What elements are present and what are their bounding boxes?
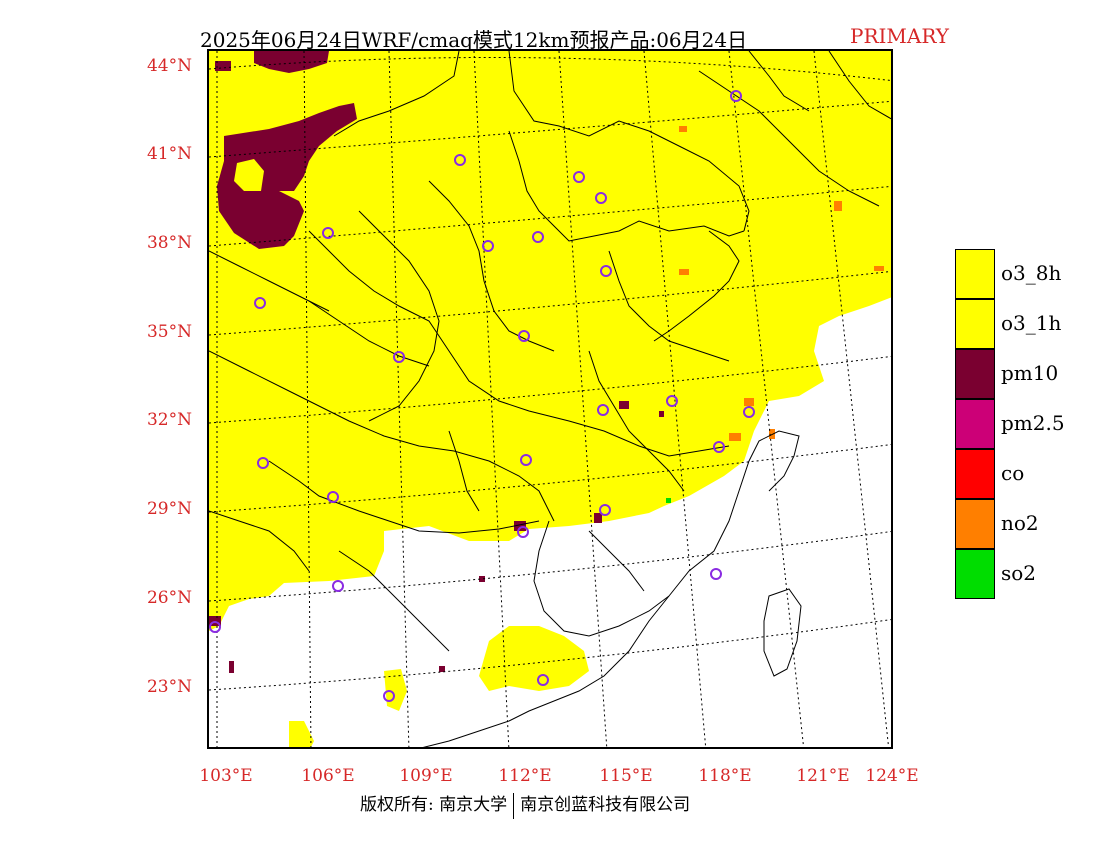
legend-label-so2: so2 <box>1001 561 1037 585</box>
lon-label-106: 106°E <box>301 766 355 786</box>
station-circle-icon <box>537 674 549 686</box>
station-circle-icon <box>332 580 344 592</box>
legend-row-co: co <box>955 449 1095 499</box>
station-circle-icon <box>383 690 395 702</box>
pm10-region-inner-mongolia <box>217 103 357 249</box>
pm10-hole <box>234 159 264 191</box>
station-circle-icon <box>743 406 755 418</box>
station-circle-icon <box>517 526 529 538</box>
pm10-cell <box>229 661 234 673</box>
pm10-cell <box>514 521 526 531</box>
station-circle-icon <box>730 90 742 102</box>
copyright: 版权所有: 南京大学 南京创蓝科技有限公司 <box>360 790 690 819</box>
copyright-right: 南京创蓝科技有限公司 <box>520 795 691 815</box>
pm10-cell <box>479 576 485 582</box>
legend-swatch-o3-1h <box>955 299 995 349</box>
legend-swatch-no2 <box>955 499 995 549</box>
legend-row-o3-8h: o3_8h <box>955 249 1095 299</box>
lat-label-44: 44°N <box>146 56 192 76</box>
lat-label-29: 29°N <box>146 499 192 519</box>
station-circle-icon <box>573 171 585 183</box>
legend-swatch-co <box>955 449 995 499</box>
station-circle-icon <box>600 265 612 277</box>
no2-cell <box>729 433 741 441</box>
lat-label-35: 35°N <box>146 322 192 342</box>
pm10-cell <box>594 513 602 523</box>
legend-label-o3-8h: o3_8h <box>1001 261 1062 285</box>
pollutant-map[interactable] <box>207 49 893 749</box>
legend-label-o3-1h: o3_1h <box>1001 311 1062 335</box>
o3-patch-sw <box>289 721 314 747</box>
station-circle-icon <box>520 454 532 466</box>
lon-label-121: 121°E <box>796 766 850 786</box>
station-circle-icon <box>393 351 405 363</box>
station-circle-icon <box>666 395 678 407</box>
legend-label-no2: no2 <box>1001 511 1039 535</box>
station-circles <box>209 90 755 702</box>
station-circle-icon <box>713 441 725 453</box>
station-circle-icon <box>518 330 530 342</box>
lat-label-23: 23°N <box>146 677 192 697</box>
station-circle-icon <box>327 491 339 503</box>
station-circle-icon <box>482 240 494 252</box>
lon-label-103: 103°E <box>199 766 253 786</box>
legend-swatch-o3-8h <box>955 249 995 299</box>
legend-row-pm25: pm2.5 <box>955 399 1095 449</box>
pm10-cell <box>659 411 664 417</box>
primary-tag: PRIMARY <box>850 24 949 48</box>
graticule <box>209 51 891 747</box>
lat-label-38: 38°N <box>146 233 192 253</box>
pm10-cell <box>439 666 445 672</box>
legend-label-co: co <box>1001 461 1025 485</box>
station-circle-icon <box>599 504 611 516</box>
copyright-left: 版权所有: 南京大学 <box>360 795 508 815</box>
lat-label-32: 32°N <box>146 410 192 430</box>
lon-label-112: 112°E <box>498 766 552 786</box>
station-circle-icon <box>710 568 722 580</box>
no2-cell <box>874 266 884 271</box>
lon-label-124: 124°E <box>865 766 919 786</box>
station-circle-icon <box>595 192 607 204</box>
pm10-region-north <box>254 51 329 73</box>
station-circle-icon <box>532 231 544 243</box>
so2-cell <box>666 498 671 503</box>
no2-cell <box>679 126 687 132</box>
legend-swatch-pm10 <box>955 349 995 399</box>
legend-row-pm10: pm10 <box>955 349 1095 399</box>
lon-label-109: 109°E <box>399 766 453 786</box>
boundaries <box>209 51 891 747</box>
no2-cell <box>744 398 754 406</box>
lat-label-26: 26°N <box>146 588 192 608</box>
pm10-cell <box>619 401 629 409</box>
no2-cell <box>679 269 689 275</box>
legend-swatch-pm25 <box>955 399 995 449</box>
legend-row-no2: no2 <box>955 499 1095 549</box>
lat-label-41: 41°N <box>146 144 192 164</box>
station-circle-icon <box>454 154 466 166</box>
station-circle-icon <box>257 457 269 469</box>
legend-label-pm10: pm10 <box>1001 361 1059 385</box>
station-circle-icon <box>597 404 609 416</box>
sea-east <box>749 298 891 747</box>
legend-row-so2: so2 <box>955 549 1095 599</box>
o3-region <box>209 51 891 631</box>
legend-label-pm25: pm2.5 <box>1001 411 1065 435</box>
map-canvas <box>209 51 891 747</box>
o3-patch-guangdong <box>479 626 589 691</box>
station-circle-icon <box>209 621 221 633</box>
station-circle-icon <box>322 227 334 239</box>
lon-label-115: 115°E <box>599 766 653 786</box>
lon-label-118: 118°E <box>698 766 752 786</box>
copyright-divider <box>513 792 515 819</box>
legend-swatch-so2 <box>955 549 995 599</box>
legend-row-o3-1h: o3_1h <box>955 299 1095 349</box>
no2-cell <box>834 201 842 211</box>
map-title: 2025年06月24日WRF/cmaq模式12km预报产品:06月24日 <box>200 28 748 52</box>
station-circle-icon <box>254 297 266 309</box>
